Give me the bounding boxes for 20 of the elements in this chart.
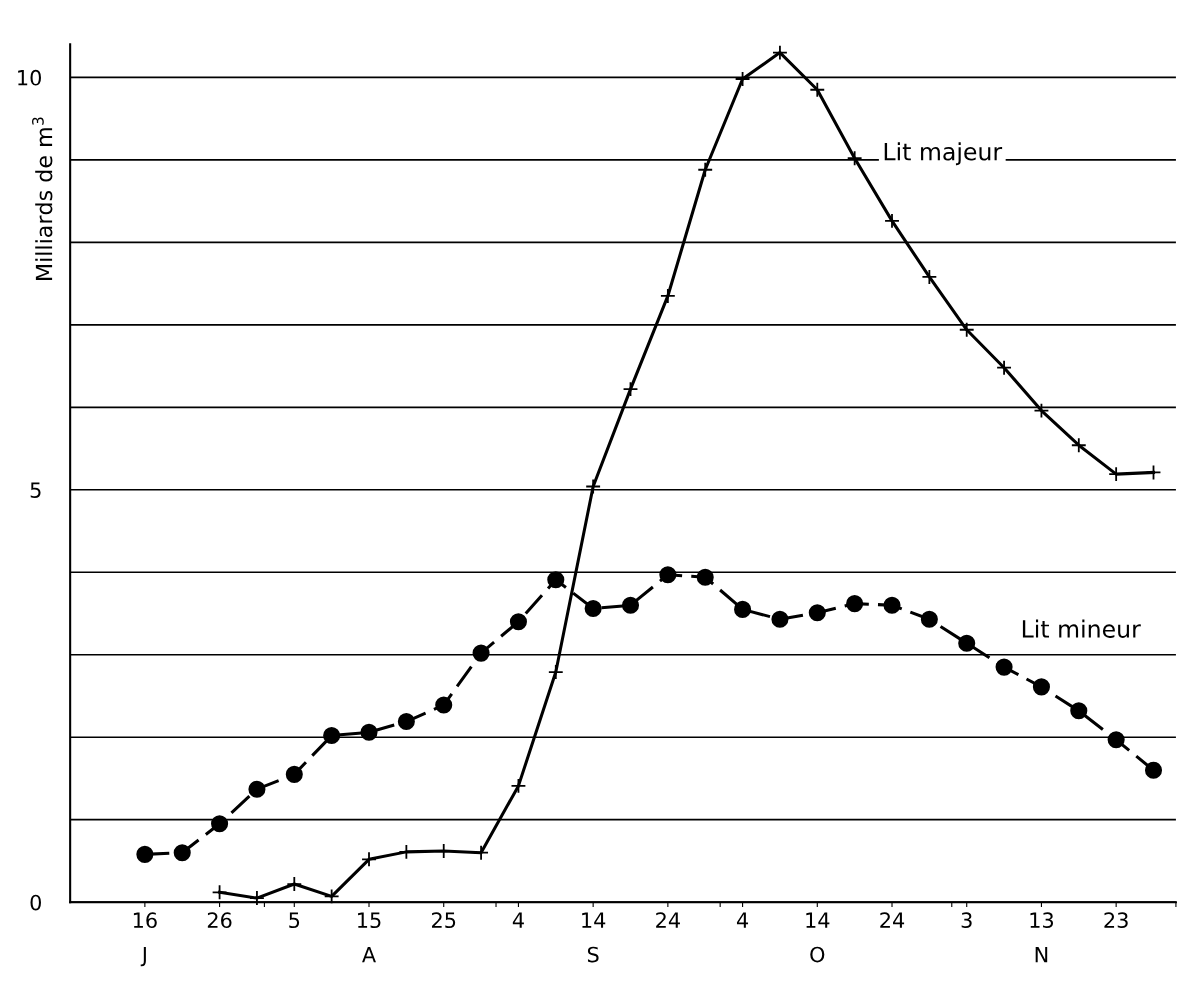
y-tick-label: 10 — [18, 69, 41, 86]
y-axis-title: Milliards de m$^{3}$ — [32, 117, 53, 280]
series-label: Lit majeur — [884, 142, 1003, 166]
y-tick-label: 0 — [30, 894, 41, 911]
x-tick-label: 24 — [880, 912, 905, 928]
x-tick-label: 3 — [961, 912, 972, 929]
x-tick-label: 5 — [289, 912, 300, 929]
series-label: Lit mineur — [1022, 619, 1141, 638]
y-tick-label: 5 — [30, 482, 41, 498]
x-tick-label: 23 — [1104, 912, 1128, 929]
x-tick-label: 13 N — [1030, 912, 1054, 963]
x-tick-label: 26 — [207, 912, 232, 929]
x-tick-label: 16 J — [133, 912, 157, 967]
x-tick-label: 14 O — [806, 912, 830, 963]
x-tick-label: 14 S — [582, 912, 606, 963]
x-tick-label: 4 — [512, 912, 524, 928]
x-tick-label: 25 — [431, 912, 456, 929]
x-tick-label: 24 — [656, 912, 680, 928]
x-tick-label: 15 A — [358, 912, 381, 963]
x-tick-label: 4 — [736, 912, 749, 928]
